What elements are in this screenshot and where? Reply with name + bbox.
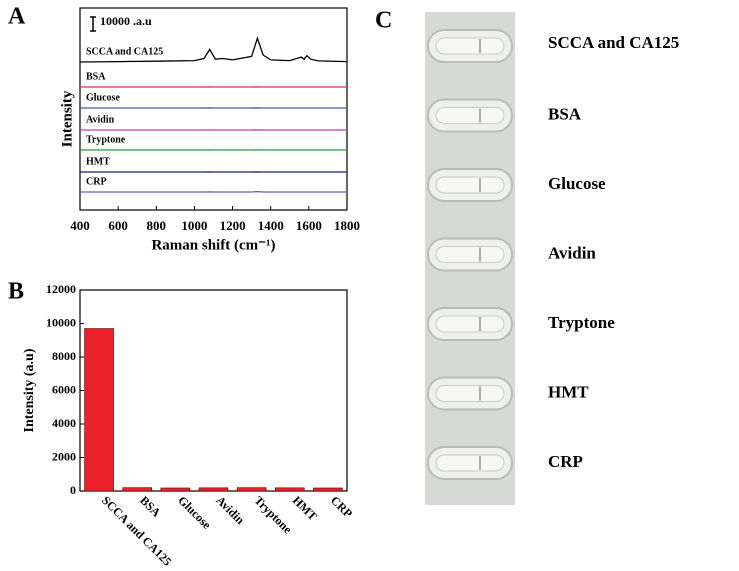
- y-tick-label: 10000: [46, 315, 76, 329]
- y-tick-label: 8000: [52, 349, 76, 363]
- series-label: SCCA and CA125: [86, 46, 163, 57]
- strip-pad: [435, 176, 505, 194]
- panel-label: A: [8, 4, 26, 30]
- y-axis-label: Intensity: [59, 90, 75, 147]
- y-axis-label: Intensity (a.u): [22, 348, 37, 432]
- x-tick-label: 400: [70, 218, 90, 233]
- x-tick-label: HMT: [290, 493, 320, 523]
- bar: [313, 487, 343, 492]
- strip-label: Tryptone: [548, 313, 615, 332]
- x-tick-label: 800: [147, 218, 167, 233]
- series-label: CRP: [86, 176, 107, 187]
- x-axis-label: Raman shift (cm⁻¹): [151, 237, 275, 253]
- x-tick-label: 1600: [296, 218, 322, 233]
- x-tick-label: 1800: [334, 218, 360, 233]
- x-tick-label: 1400: [258, 218, 284, 233]
- series-label: Glucose: [86, 92, 120, 103]
- bar: [122, 487, 153, 492]
- strip-pad: [435, 37, 505, 55]
- plot-frame: [79, 289, 348, 492]
- y-tick-label: 4000: [52, 416, 76, 430]
- strip-pad: [435, 385, 505, 402]
- panel-label: C: [375, 8, 392, 34]
- strip-label: Glucose: [548, 174, 606, 193]
- x-tick-label: Tryptone: [252, 493, 296, 537]
- bar: [236, 487, 267, 492]
- x-tick-label: BSA: [137, 493, 164, 520]
- plot-frame: [79, 7, 348, 211]
- spectrum-line: [79, 36, 348, 63]
- scale-bar: [90, 16, 96, 32]
- series-label: Tryptone: [86, 134, 126, 145]
- scale-bar-label: 10000 .a.u: [100, 14, 152, 28]
- strip-label: CRP: [548, 452, 583, 471]
- strip-label: Avidin: [548, 243, 596, 262]
- x-tick-label: 1200: [220, 218, 246, 233]
- strip-pad: [435, 107, 505, 124]
- y-tick-label: 0: [70, 483, 76, 497]
- strip-pad: [435, 454, 505, 472]
- panel-label: B: [8, 279, 24, 305]
- bar: [84, 328, 114, 492]
- y-tick-label: 6000: [52, 382, 76, 396]
- strip-label: HMT: [548, 382, 589, 401]
- series-label: Avidin: [86, 114, 115, 125]
- strip-pad: [435, 246, 505, 263]
- bar: [160, 487, 191, 492]
- bar: [274, 487, 305, 492]
- x-tick-label: Avidin: [213, 493, 247, 527]
- series-label: HMT: [86, 156, 110, 167]
- strip-label: SCCA and CA125: [548, 33, 679, 52]
- bar: [198, 487, 229, 492]
- x-tick-label: 1000: [181, 218, 207, 233]
- x-tick-label: Glucose: [175, 493, 214, 532]
- strip-pad: [435, 315, 505, 333]
- series-label: BSA: [86, 71, 106, 82]
- y-tick-label: 2000: [52, 449, 76, 463]
- x-tick-label: SCCA and CA125: [99, 493, 174, 568]
- strip-label: BSA: [548, 104, 582, 123]
- y-tick-label: 12000: [46, 282, 76, 296]
- x-tick-label: CRP: [328, 493, 355, 520]
- x-tick-label: 600: [108, 218, 128, 233]
